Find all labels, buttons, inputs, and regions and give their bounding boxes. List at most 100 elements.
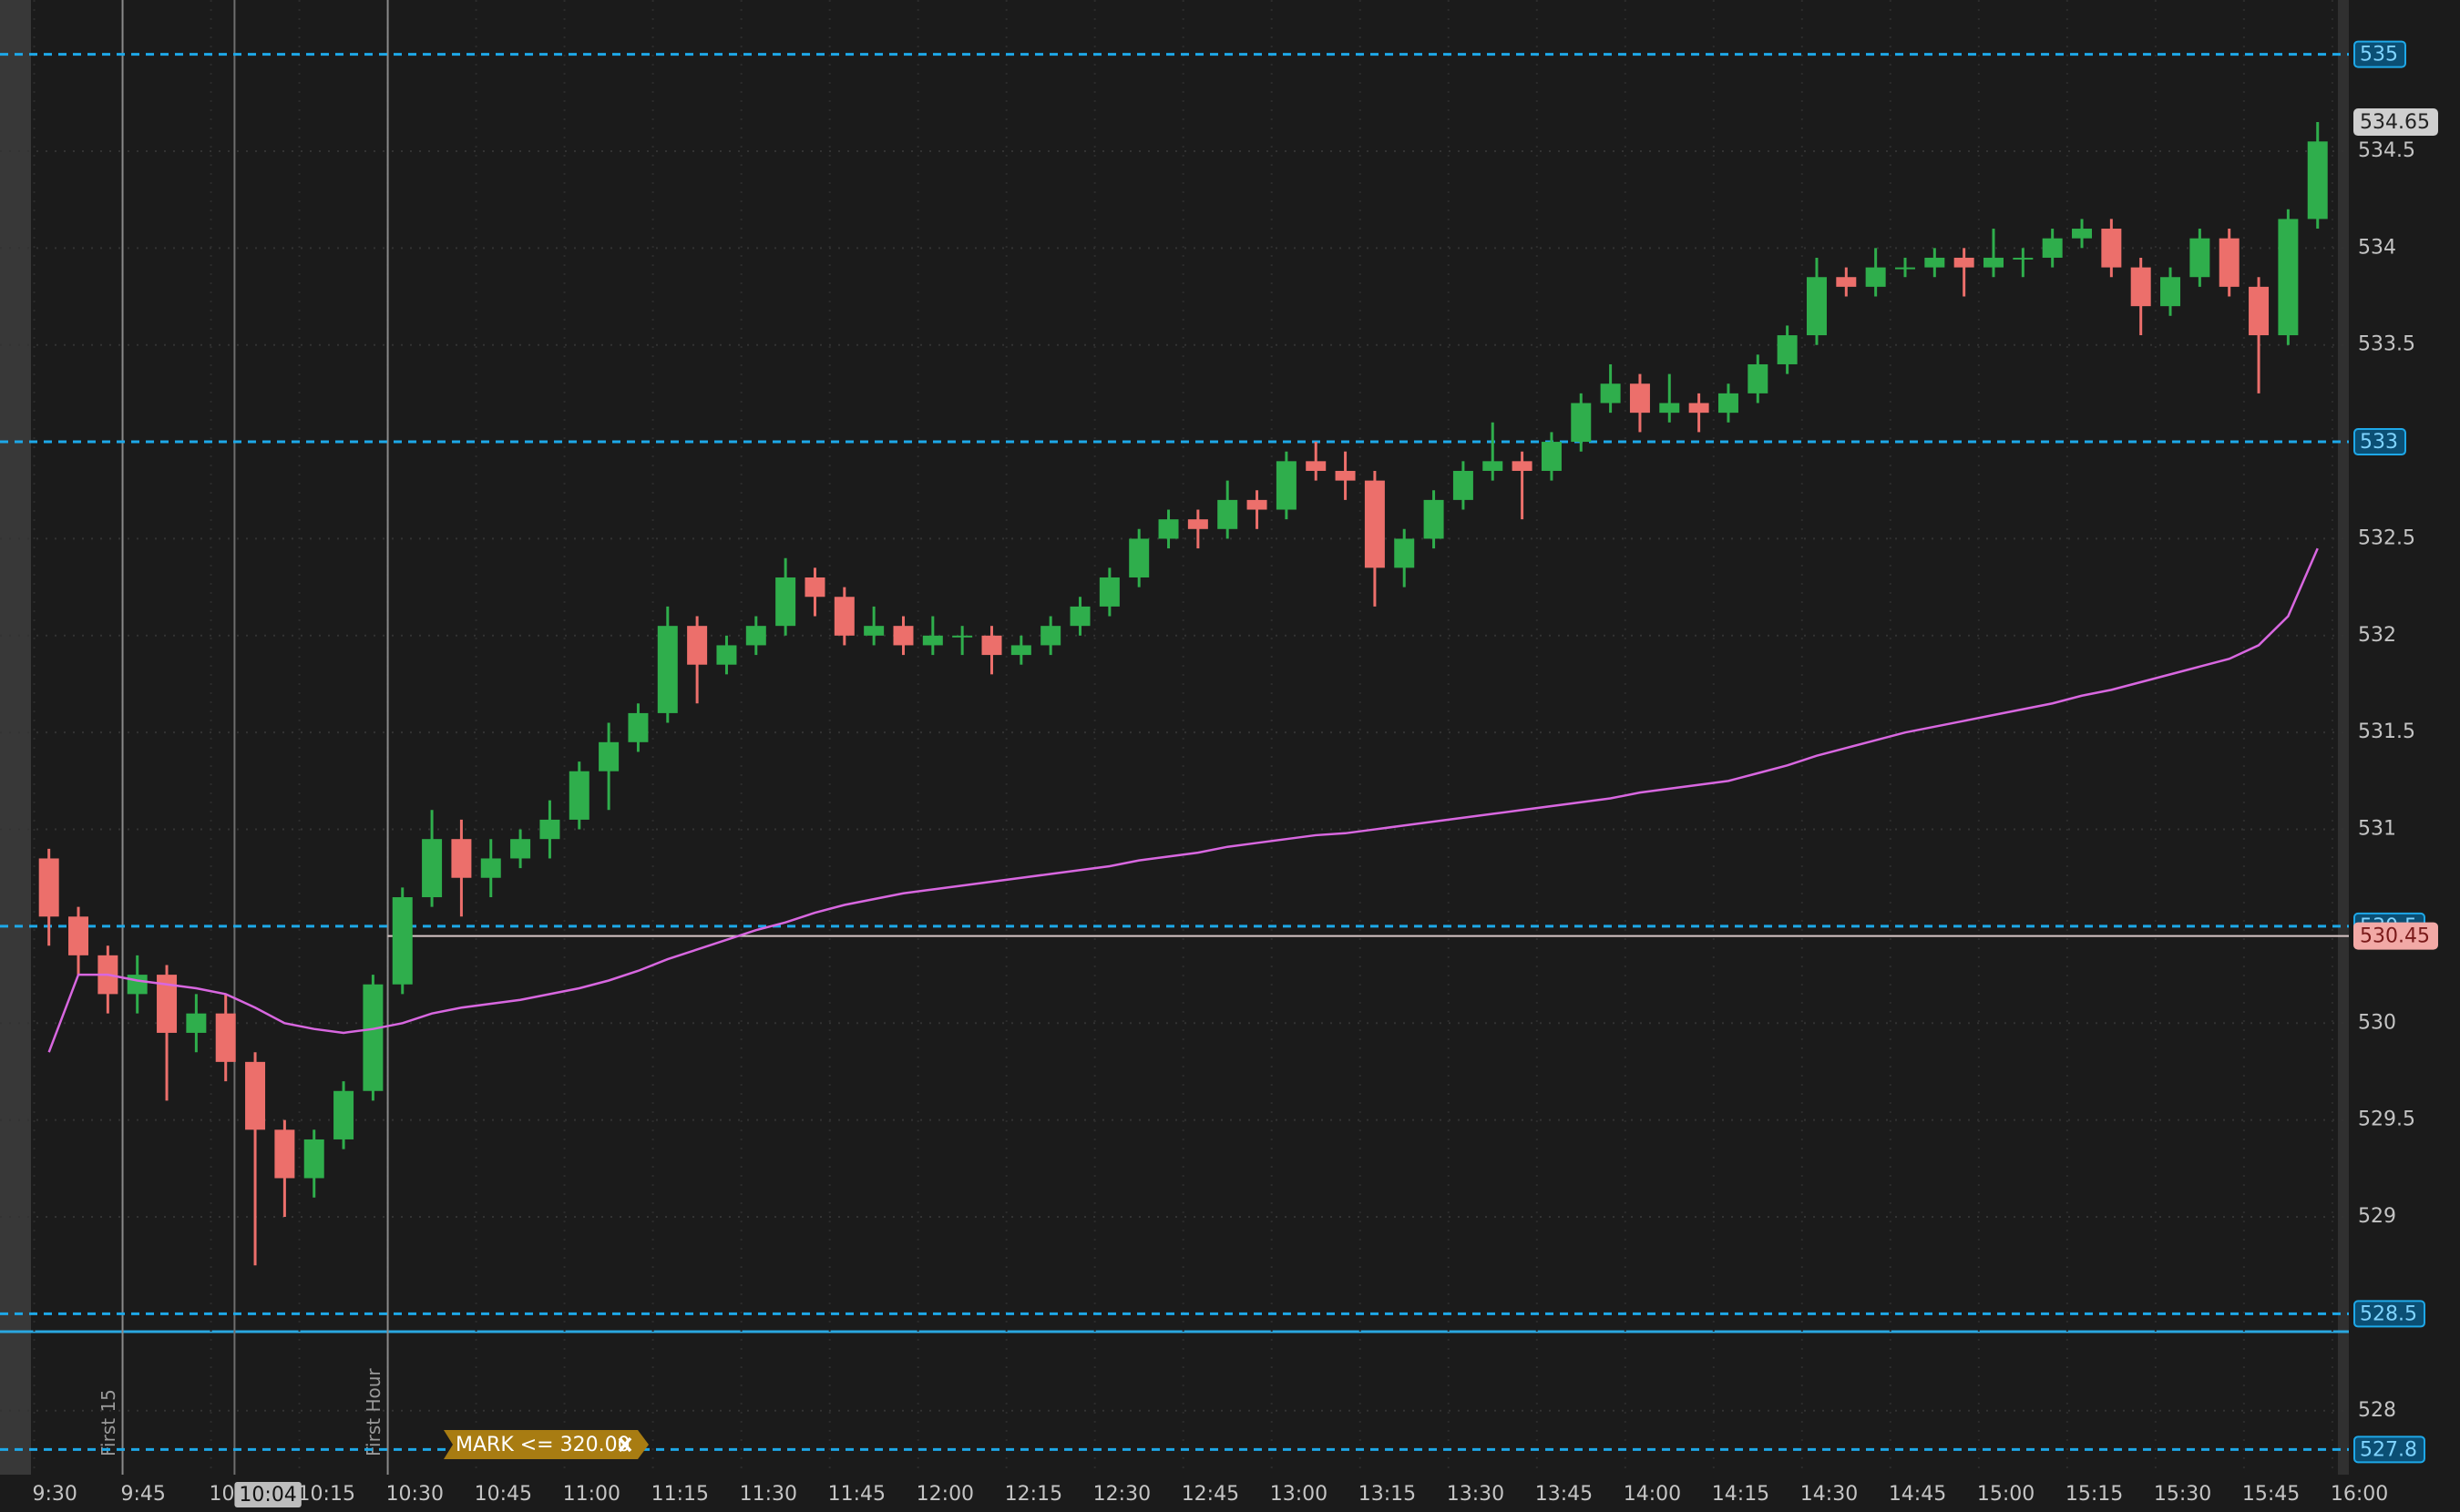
candle-body (2189, 238, 2210, 278)
candle-body (68, 916, 89, 955)
candle-body (215, 1013, 236, 1062)
candle-body (157, 975, 178, 1033)
alert-badge: MARK <= 320.00 (444, 1430, 649, 1459)
candle-body (1806, 277, 1827, 336)
x-tick-label: 10 (210, 1483, 235, 1506)
candle-body (569, 771, 589, 820)
price-level-label-text: 533 (2360, 431, 2398, 454)
candle-body (952, 635, 973, 638)
x-tick-label: 12:15 (1005, 1483, 1062, 1506)
candle-body (1541, 442, 1562, 471)
x-tick-label: 14:00 (1624, 1483, 1681, 1506)
x-tick-label: 11:15 (651, 1483, 709, 1506)
alert-box (444, 1430, 649, 1459)
price-level-label: 533 (2353, 428, 2406, 456)
x-tick-label: 16:00 (2331, 1483, 2388, 1506)
x-tick-label: 13:15 (1358, 1483, 1416, 1506)
candle-body (510, 839, 531, 859)
candle-body (480, 858, 501, 878)
candle-body (392, 897, 413, 985)
candle-body (775, 577, 796, 627)
y-tick-label: 534 (2358, 236, 2396, 259)
candle-body (1836, 277, 1857, 287)
cursor-label-text: 10:04 (239, 1484, 296, 1507)
y-tick-label: 532.5 (2358, 526, 2415, 549)
candle-body (2278, 219, 2299, 336)
x-tick-label: 10:30 (386, 1483, 444, 1506)
candle-body (628, 712, 649, 742)
y-tick-label: 529 (2358, 1205, 2396, 1228)
x-tick-label: 14:30 (1800, 1483, 1858, 1506)
candle-body (245, 1061, 266, 1130)
price-level-label-box (2353, 40, 2406, 68)
alert-text: MARK <= 320.00 (456, 1434, 630, 1456)
right-edge-shade (2338, 0, 2349, 1475)
candle-body (1688, 403, 1709, 414)
candle-body (38, 858, 59, 917)
reference-label-text: 530.45 (2360, 925, 2430, 948)
candle-body (1953, 257, 1974, 268)
candle-body (2013, 257, 2034, 260)
candle-body (864, 626, 885, 636)
last-price-label-text: 534.65 (2360, 111, 2430, 134)
candle-body (127, 975, 148, 995)
x-tick-label: 12:45 (1182, 1483, 1239, 1506)
candle-body (1777, 335, 1798, 364)
candle-body (1364, 480, 1385, 568)
candle-body (687, 626, 708, 665)
x-tick-label: 11:30 (740, 1483, 797, 1506)
x-tick-label: 14:45 (1889, 1483, 1946, 1506)
x-tick-label: 12:30 (1093, 1483, 1151, 1506)
candle-body (2042, 238, 2063, 258)
candle-body (451, 839, 472, 878)
reference-label-box (2353, 922, 2438, 950)
candle-body (1246, 499, 1267, 510)
price-level-label-text: 535 (2360, 44, 2398, 66)
alert-close[interactable] (618, 1436, 632, 1453)
candle-body (1423, 499, 1444, 539)
x-tick-label: 10:15 (298, 1483, 355, 1506)
candle-body (805, 577, 825, 598)
candle-body (1924, 257, 1945, 268)
x-tick-label: 15:30 (2154, 1483, 2211, 1506)
candle-body (1040, 626, 1061, 646)
candle-body (745, 626, 766, 646)
x-tick-label: 10:45 (475, 1483, 532, 1506)
candle-body (1482, 461, 1503, 471)
candle-body (2307, 141, 2328, 220)
x-tick-label: 13:30 (1447, 1483, 1504, 1506)
candle-body (1659, 403, 1680, 414)
candle-body (834, 597, 855, 636)
candle-body (1894, 267, 1915, 270)
candle-body (333, 1090, 354, 1139)
candle-body (1717, 393, 1738, 414)
candle-body (539, 819, 560, 840)
price-level-label-text: 527.8 (2360, 1438, 2417, 1461)
candle-body (2160, 277, 2181, 307)
last-price-label-box (2353, 108, 2438, 137)
candle-body (1158, 519, 1179, 539)
y-tick-label: 531 (2358, 818, 2396, 841)
candle-body (599, 741, 620, 771)
x-tick-label: 9:30 (33, 1483, 77, 1506)
candle-body (1306, 461, 1327, 471)
candle-body (1276, 461, 1297, 510)
x-tick-label: 11:45 (828, 1483, 886, 1506)
candle-body (1010, 645, 1031, 656)
candle-body (303, 1139, 324, 1179)
x-tick-label: 15:45 (2242, 1483, 2300, 1506)
x-tick-label: 14:15 (1712, 1483, 1769, 1506)
x-tick-label: 12:00 (917, 1483, 974, 1506)
x-tick-label: 15:15 (2065, 1483, 2123, 1506)
candle-body (2072, 229, 2093, 239)
candle-body (186, 1013, 207, 1033)
candle-body (1070, 606, 1091, 627)
candle-body (1187, 519, 1208, 529)
candle-body (2101, 229, 2122, 268)
price-level-label-text: 528.5 (2360, 1303, 2417, 1325)
last-price-label: 534.65 (2353, 108, 2438, 137)
cursor-label-box (234, 1482, 302, 1507)
vwap-line (47, 547, 2319, 1053)
